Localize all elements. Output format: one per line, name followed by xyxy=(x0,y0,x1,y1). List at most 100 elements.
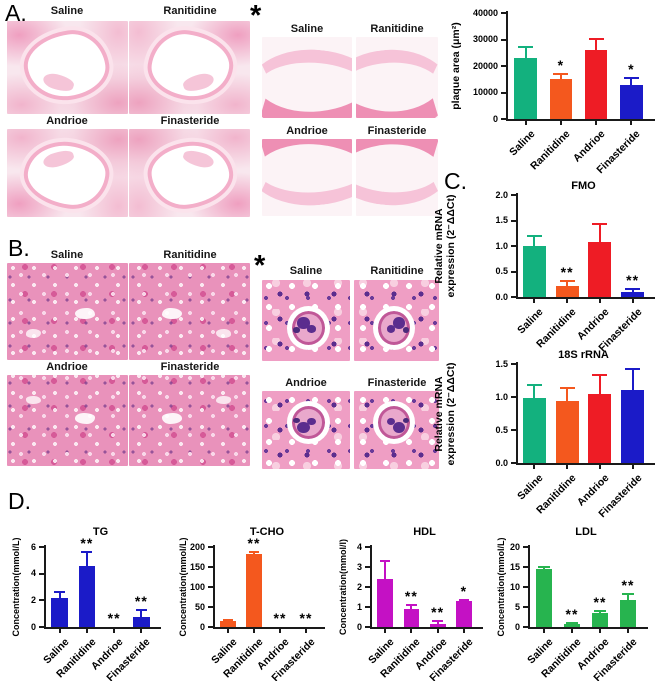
histology-aorta-ranitidine xyxy=(129,21,250,114)
x-tick xyxy=(524,121,527,125)
bar-saline xyxy=(522,246,546,297)
panel-b-zoom-label: Finasteride xyxy=(367,377,427,389)
bar-saline xyxy=(514,58,537,119)
y-tick-label: 2 xyxy=(356,581,362,592)
y-tick xyxy=(39,599,44,602)
significance-marker: ** xyxy=(134,592,148,609)
x-tick xyxy=(253,629,255,633)
y-tick-label: 2 xyxy=(30,594,36,605)
chart-title-tcho: T-CHO xyxy=(249,526,285,538)
y-tick xyxy=(511,363,516,365)
panel-a-zoom-label: Andrioe xyxy=(286,125,328,137)
x-tick xyxy=(410,629,413,633)
error-bar-cap xyxy=(553,73,569,76)
y-tick-label: 10000 xyxy=(472,87,498,97)
chart-title-hdl: HDL xyxy=(413,526,436,538)
error-bar-cap xyxy=(379,560,391,562)
x-axis xyxy=(506,119,655,121)
y-axis xyxy=(44,545,46,629)
y-tick xyxy=(511,270,516,273)
y-tick xyxy=(365,586,370,588)
x-tick xyxy=(566,465,569,469)
y-tick xyxy=(523,606,528,608)
category-label-saline: Saline xyxy=(515,472,546,503)
x-tick xyxy=(598,299,601,303)
chart-rrna: 18S rRNA Relative mRNA expression (2⁻ΔΔCt… xyxy=(430,346,665,520)
x-tick xyxy=(305,629,307,633)
y-tick-label: 15 xyxy=(509,561,520,572)
y-tick-label: 20000 xyxy=(472,60,498,71)
error-bar-line xyxy=(543,567,545,569)
y-tick-label: 0 xyxy=(30,621,36,632)
significance-marker: * xyxy=(460,582,468,599)
histology-kidney-zoom-andrioe xyxy=(262,391,350,469)
bar-saline xyxy=(51,597,68,627)
x-tick xyxy=(436,629,439,633)
x-tick xyxy=(279,629,281,633)
x-tick xyxy=(113,629,116,633)
y-tick xyxy=(208,606,213,608)
significance-marker: ** xyxy=(431,604,445,620)
bar-andrioe xyxy=(584,49,608,119)
y-tick xyxy=(511,219,516,222)
y-tick-label: 0.0 xyxy=(495,457,508,468)
y-tick xyxy=(39,626,44,628)
bar-finasteride xyxy=(620,85,643,119)
error-bar-cap xyxy=(458,598,470,601)
error-bar-cap xyxy=(406,604,417,606)
y-tick xyxy=(523,626,528,628)
category-label-saline: Saline xyxy=(506,128,538,159)
significance-marker: ** xyxy=(247,535,261,552)
bar-saline xyxy=(220,621,236,627)
y-tick-label: 0.0 xyxy=(495,291,508,302)
bar-ranitidine xyxy=(563,623,581,627)
y-tick-label: 2.0 xyxy=(495,189,508,200)
x-tick xyxy=(627,629,629,633)
panel-a-image-label: Finasteride xyxy=(160,115,220,127)
y-tick xyxy=(208,586,213,588)
panel-a-label: A. xyxy=(5,0,27,26)
y-tick-label: 0 xyxy=(492,113,498,124)
error-bar-cap xyxy=(518,46,534,49)
y-tick-label: 30000 xyxy=(472,34,498,44)
x-tick xyxy=(533,299,536,303)
panel-a-zoom-label: Saline xyxy=(290,23,324,35)
y-tick xyxy=(511,396,516,398)
error-bar-line xyxy=(631,369,634,391)
chart-title-rrna: 18S rRNA xyxy=(558,349,609,361)
significance-marker: ** xyxy=(621,576,635,593)
error-bar-line xyxy=(595,38,598,50)
chart-tcho: T-CHO Concentration(mmol/L) 0 50 100 150 200 Sa… xyxy=(173,518,335,681)
panel-b-zoom-label: Andrioe xyxy=(285,377,327,389)
significance-marker: * xyxy=(628,60,635,77)
error-bar-line xyxy=(533,385,536,398)
bar-ranitidine xyxy=(555,285,579,297)
x-tick xyxy=(85,629,88,633)
y-tick-label: 150 xyxy=(189,561,205,572)
x-axis xyxy=(516,463,655,465)
error-bar-line xyxy=(630,77,633,86)
error-bar-cap xyxy=(432,620,443,622)
histology-kidney-zoom-finasteride xyxy=(354,391,439,469)
y-tick xyxy=(365,606,370,608)
significance-marker: ** xyxy=(626,272,640,289)
y-axis xyxy=(516,362,518,465)
error-bar-cap xyxy=(594,610,606,612)
y-axis xyxy=(528,545,530,629)
error-bar-cap xyxy=(592,374,608,377)
histology-aorta-finasteride xyxy=(129,129,250,217)
y-tick-label: 200 xyxy=(189,541,205,552)
y-axis xyxy=(370,545,372,629)
y-tick xyxy=(365,566,370,568)
x-tick xyxy=(58,629,61,633)
x-tick xyxy=(631,465,634,469)
chart-tg: TG Concentration(mmol/L) 0 2 4 6 Saline ** Ranit… xyxy=(6,518,173,681)
panel-a-image-label: Ranitidine xyxy=(163,5,217,17)
error-bar-line xyxy=(533,235,536,246)
chart-fmo: FMO Relative mRNA expression (2⁻ΔΔCt) 0.0 0… xyxy=(430,180,665,354)
bar-ranitidine xyxy=(246,554,262,627)
histology-aorta-zoom-finasteride xyxy=(356,139,438,216)
chart-ylabel-tg: Concentration(mmol/L) xyxy=(10,537,21,637)
histology-aorta-saline xyxy=(7,21,128,114)
